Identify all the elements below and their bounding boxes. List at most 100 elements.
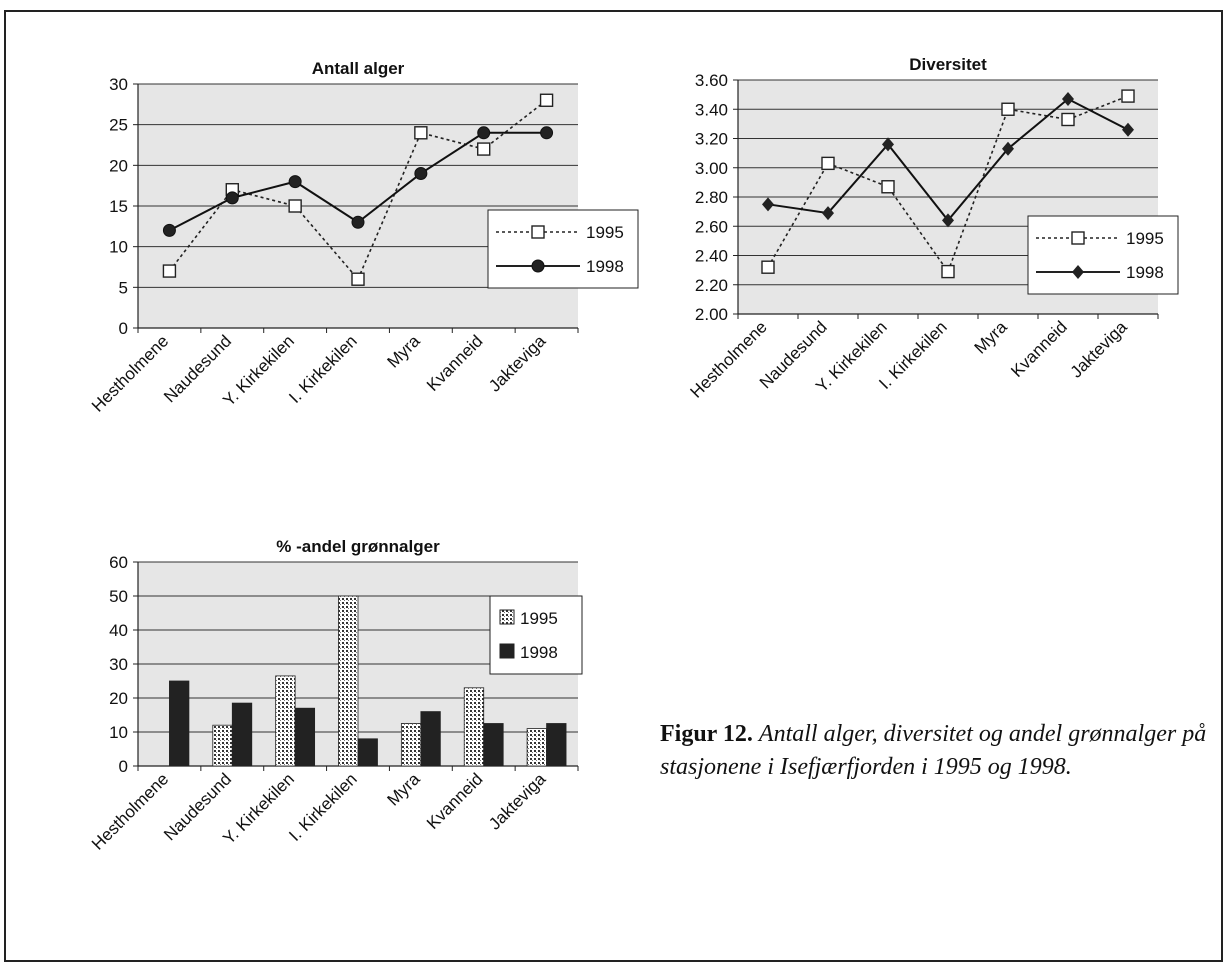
y-tick-label: 40 [109,621,128,640]
point-1995-myra [1001,102,1015,116]
y-tick-label: 2.00 [695,305,728,324]
y-tick-label: 20 [109,156,128,175]
legend-box [489,595,583,675]
point-1998-myra [414,166,428,180]
chart-title: % -andel grønnalger [276,537,440,556]
point-1995-kvanneid [1061,112,1075,127]
point-1998-hestholmene [762,197,774,212]
legend-label-1998: 1998 [586,257,624,276]
y-tick-label: 3.60 [695,71,728,90]
y-tick-label: 2.60 [695,217,728,236]
point-1995-kvanneid [477,142,491,156]
legend-label-1998: 1998 [520,643,558,662]
y-tick-label: 3.40 [695,100,728,119]
x-tick-label-hestholmene: Hestholmene [88,331,172,415]
bar-1998-i-kirkekilen [357,738,378,767]
point-1998-jakteviga [1122,122,1134,137]
figure-frame: Antall alger 0 5 10 15 20 25 30 Hestholmene Naude… [4,10,1223,962]
y-tick-label: 0 [119,757,128,776]
point-1998-naudesund [822,206,834,221]
bar-1995-i-kirkekilen [338,595,359,767]
y-tick-label: 10 [109,723,128,742]
bar-1998-jakteviga [546,723,567,767]
chart-antall-alger: Antall alger051015202530HestholmeneNaude… [88,59,639,416]
y-tick-label: 2.40 [695,247,728,266]
caption-text: Antall alger, diversitet og andel grønna… [660,721,1207,780]
y-tick-label: 60 [109,553,128,572]
x-tick-label-jakteviga: Jakteviga [485,769,550,834]
y-tick-label: 2.80 [695,188,728,207]
legend-swatch-1998 [499,643,515,659]
y-tick-label: 25 [109,116,128,135]
x-tick-label-hestholmene: Hestholmene [88,769,172,853]
legend-swatch-1995 [499,609,515,625]
point-1995-naudesund [821,156,835,171]
chart-title: Diversitet [909,55,987,74]
bar-1995-naudesund [212,724,233,767]
point-1995-hestholmene [761,260,775,274]
point-1995-y-kirkekilen [881,180,895,194]
point-1998-y-kirkekilen [288,175,302,189]
point-1998-kvanneid [477,126,491,140]
x-tick-label-myra: Myra [971,317,1012,358]
point-1998-y-kirkekilen [882,137,894,152]
point-1995-jakteviga [1121,89,1135,103]
x-tick-label-kvanneid: Kvanneid [1007,317,1071,381]
point-1998-hestholmene [162,223,176,237]
bar-1995-myra [400,723,422,767]
x-tick-label-jakteviga: Jakteviga [1067,317,1132,382]
x-tick-label-myra: Myra [384,331,425,372]
y-tick-label: 0 [119,319,128,338]
y-tick-label: 10 [109,238,128,257]
x-tick-label-kvanneid: Kvanneid [423,769,487,833]
bar-1995-kvanneid [463,687,485,767]
point-1998-i-kirkekilen [351,215,365,229]
legend-marker-1995 [531,225,545,239]
y-tick-label: 30 [109,75,128,94]
y-tick-label: 15 [109,197,128,216]
chart-andel-gronnalger: % -andel grønnalger 0 10 20 30 40 50 60 Hestholm… [88,537,583,854]
x-tick-label-hestholmene: Hestholmene [687,317,771,401]
legend-marker-1995 [1071,231,1085,245]
bar-1998-kvanneid [483,723,504,767]
y-tick-label: 2.20 [695,276,728,295]
caption-label: Figur 12. [660,721,753,747]
y-tick-label: 20 [109,689,128,708]
legend-marker-1998 [1072,265,1084,279]
point-1995-myra [414,126,428,140]
point-1998-naudesund [225,191,239,205]
point-1998-kvanneid [1062,92,1074,107]
legend-box [1027,215,1179,295]
chart-diversitet: Diversitet 2.00 2.20 2.40 2.60 2.80 3.00 3.20 3.… [687,55,1179,402]
figure-caption: Figur 12. Antall alger, diversitet og an… [660,718,1220,784]
y-tick-label: 3.20 [695,130,728,149]
y-tick-label: 5 [119,278,128,297]
bar-1995-y-kirkekilen [275,675,296,767]
legend-box [487,209,639,289]
y-tick-label: 50 [109,587,128,606]
y-tick-label: 30 [109,655,128,674]
point-1995-i-kirkekilen [941,264,955,279]
legend-label-1995: 1995 [586,223,624,242]
x-tick-label-jakteviga: Jakteviga [485,331,550,396]
x-tick-label-i-kirkekilen: I. Kirkekilen [285,331,361,407]
point-1998-myra [1002,141,1014,156]
point-1998-i-kirkekilen [942,213,954,228]
legend-marker-1998 [531,259,545,273]
legend-label-1995: 1995 [520,609,558,628]
point-1995-i-kirkekilen [351,272,365,286]
bar-1998-hestholmene [169,680,190,767]
point-1995-y-kirkekilen [288,199,302,213]
bar-1995-jakteviga [526,728,547,767]
legend-label-1995: 1995 [1126,229,1164,248]
bar-1998-y-kirkekilen [294,707,316,767]
chart-title: Antall alger [312,59,405,78]
point-1995-jakteviga [539,93,554,107]
bar-1998-myra [420,711,441,767]
legend-label-1998: 1998 [1126,263,1164,282]
point-1995-hestholmene [162,264,177,278]
point-1998-jakteviga [540,126,554,140]
x-tick-label-myra: Myra [384,769,425,810]
bar-1998-naudesund [231,702,253,767]
x-tick-label-i-kirkekilen: I. Kirkekilen [285,769,361,845]
